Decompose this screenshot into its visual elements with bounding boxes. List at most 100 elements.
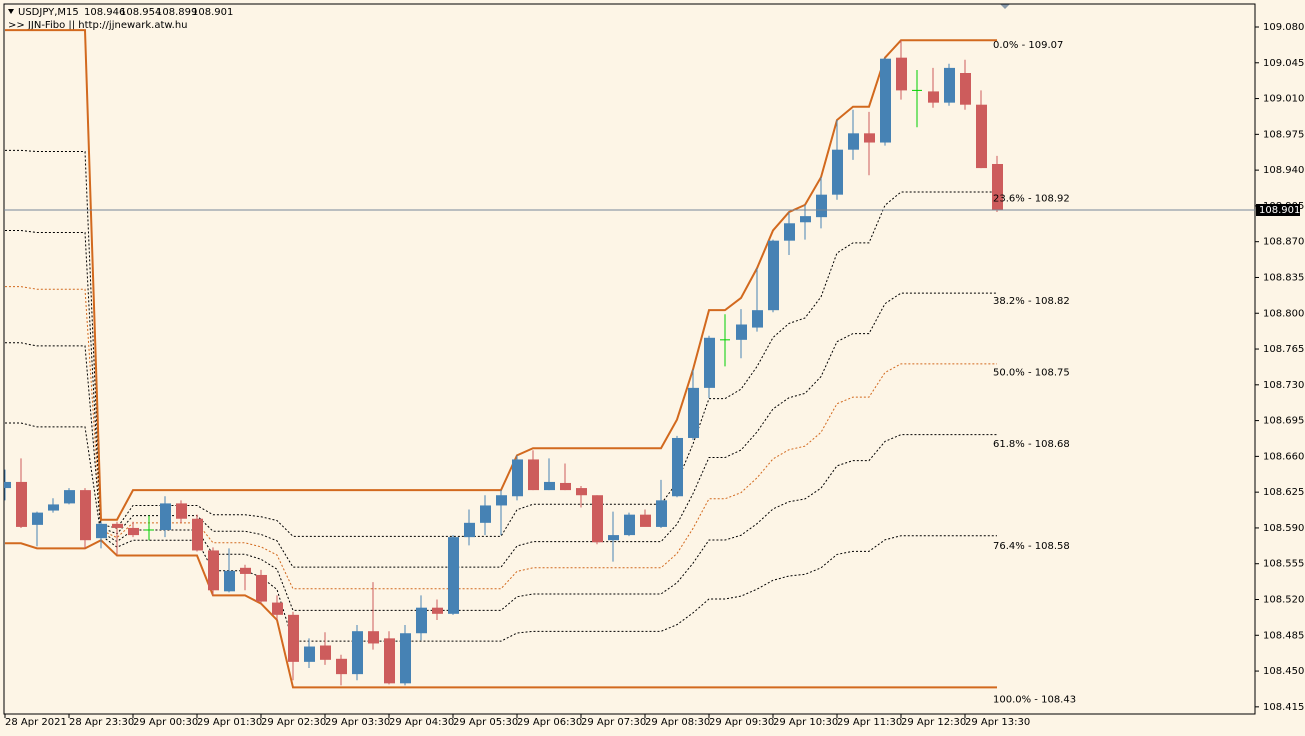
y-tick-label: 109.010 bbox=[1263, 94, 1304, 105]
fib-level-label: 50.0% - 108.75 bbox=[993, 367, 1070, 378]
candle-body bbox=[416, 607, 427, 634]
y-tick-label: 108.835 bbox=[1263, 272, 1304, 283]
candle-body bbox=[400, 633, 411, 684]
fib-level-label: 61.8% - 108.68 bbox=[993, 439, 1070, 450]
y-tick-label: 108.940 bbox=[1263, 165, 1304, 176]
collapse-arrow bbox=[8, 9, 14, 14]
x-tick-label: 29 Apr 03:30 bbox=[325, 717, 390, 728]
candle-body bbox=[544, 481, 555, 491]
header-high: 108.954 bbox=[120, 7, 161, 18]
candle-body bbox=[672, 437, 683, 497]
candle-body bbox=[608, 535, 619, 541]
fib-level-line bbox=[5, 422, 997, 642]
fib-level-label: 100.0% - 108.43 bbox=[993, 695, 1076, 706]
candle-body bbox=[832, 149, 843, 195]
candle-body bbox=[736, 324, 747, 340]
candle-body bbox=[864, 133, 875, 143]
x-tick-label: 29 Apr 10:30 bbox=[773, 717, 838, 728]
candle-body bbox=[640, 514, 651, 527]
symbol: USDJPY,M15 bbox=[18, 7, 79, 18]
x-tick-label: 29 Apr 06:30 bbox=[517, 717, 582, 728]
candle-body bbox=[528, 459, 539, 491]
candle-body bbox=[816, 194, 827, 218]
candle-body bbox=[928, 91, 939, 103]
x-tick-label: 29 Apr 08:30 bbox=[645, 717, 710, 728]
y-tick-label: 108.415 bbox=[1263, 702, 1304, 713]
bid-tag bbox=[1256, 203, 1300, 216]
candle-body bbox=[688, 387, 699, 438]
y-tick-label: 108.695 bbox=[1263, 416, 1304, 427]
y-tick-label: 108.975 bbox=[1263, 129, 1304, 140]
candle-body bbox=[368, 631, 379, 644]
candle-body bbox=[800, 216, 811, 223]
candle-body bbox=[976, 104, 987, 169]
candle-body bbox=[16, 481, 27, 527]
candle-body bbox=[848, 133, 859, 150]
y-tick-label: 108.625 bbox=[1263, 487, 1304, 498]
y-tick-label: 108.660 bbox=[1263, 451, 1304, 462]
candle-body bbox=[768, 240, 779, 311]
candle-body bbox=[32, 512, 43, 525]
y-tick-label: 108.730 bbox=[1263, 380, 1304, 391]
candle-body bbox=[496, 495, 507, 506]
candle-body bbox=[784, 223, 795, 241]
candle-body bbox=[944, 67, 955, 103]
candle-body bbox=[272, 602, 283, 615]
header-low: 108.899 bbox=[156, 7, 197, 18]
y-tick-label: 108.765 bbox=[1263, 344, 1304, 355]
candle-body bbox=[4, 481, 11, 489]
candle-body bbox=[320, 645, 331, 660]
x-tick-label: 29 Apr 02:30 bbox=[261, 717, 326, 728]
candle-body bbox=[336, 658, 347, 675]
candle-body bbox=[432, 607, 443, 614]
candle-body bbox=[256, 574, 267, 602]
candle-body bbox=[112, 523, 123, 528]
x-tick-label: 28 Apr 23:30 bbox=[69, 717, 134, 728]
y-tick-label: 109.045 bbox=[1263, 58, 1304, 69]
candle-body bbox=[288, 614, 299, 662]
candle-body bbox=[64, 490, 75, 504]
y-tick-label: 108.870 bbox=[1263, 237, 1304, 248]
candle-body bbox=[240, 567, 251, 574]
candle-body bbox=[880, 58, 891, 143]
candle-body bbox=[448, 537, 459, 614]
bid-tag-label: 108.901 bbox=[1259, 205, 1300, 216]
x-tick-label: 29 Apr 13:30 bbox=[965, 717, 1030, 728]
y-tick-label: 108.555 bbox=[1263, 559, 1304, 570]
candle-body bbox=[480, 505, 491, 523]
candle-body bbox=[560, 482, 571, 491]
fib-level-label: 76.4% - 108.58 bbox=[993, 541, 1070, 552]
y-tick-label: 108.485 bbox=[1263, 630, 1304, 641]
plot-area bbox=[4, 29, 1003, 689]
candle-body bbox=[304, 646, 315, 662]
y-tick-label: 108.590 bbox=[1263, 523, 1304, 534]
y-tick-label: 108.520 bbox=[1263, 595, 1304, 606]
candle-body bbox=[512, 459, 523, 497]
x-tick-label: 29 Apr 11:30 bbox=[837, 717, 902, 728]
x-tick-label: 29 Apr 00:30 bbox=[133, 717, 198, 728]
y-tick-label: 109.080 bbox=[1263, 22, 1304, 33]
candle-body bbox=[704, 337, 715, 388]
x-tick-label: 29 Apr 09:30 bbox=[709, 717, 774, 728]
candle-body bbox=[208, 550, 219, 591]
x-tick-label: 28 Apr 2021 bbox=[5, 717, 67, 728]
x-tick-label: 29 Apr 01:30 bbox=[197, 717, 262, 728]
fib-level-label: 23.6% - 108.92 bbox=[993, 194, 1070, 205]
candle-body bbox=[384, 638, 395, 684]
candle-body bbox=[656, 500, 667, 527]
fib-level-label: 0.0% - 109.07 bbox=[993, 40, 1063, 51]
candle-body bbox=[960, 73, 971, 105]
candle-body bbox=[96, 523, 107, 539]
envelope-lower bbox=[5, 538, 997, 689]
candle-body bbox=[752, 310, 763, 328]
header-open: 108.946 bbox=[84, 7, 125, 18]
candle-body bbox=[176, 503, 187, 519]
candle-body bbox=[624, 514, 635, 536]
plot-border bbox=[3, 3, 1256, 715]
candle-body bbox=[992, 163, 1003, 210]
candle-body bbox=[48, 504, 59, 511]
y-tick-label: 108.800 bbox=[1263, 308, 1304, 319]
candle-body bbox=[80, 490, 91, 541]
